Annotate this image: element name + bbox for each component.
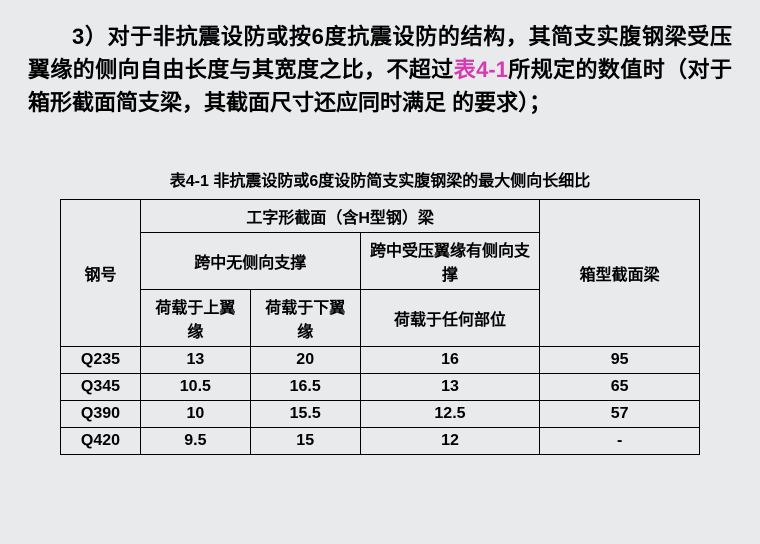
th-load-top: 荷载于上翼缘 <box>140 290 250 347</box>
cell-box: - <box>540 428 700 455</box>
cell-steel: Q420 <box>61 428 141 455</box>
para-prefix: 3） <box>72 24 108 49</box>
cell-top: 10.5 <box>140 374 250 401</box>
cell-steel: Q390 <box>61 401 141 428</box>
table-title-prefix: 表4-1 <box>170 173 214 190</box>
table-header-row-1: 钢号 工字形截面（含H型钢）梁 箱型截面梁 <box>61 200 700 233</box>
th-box: 箱型截面梁 <box>540 200 700 347</box>
cell-steel: Q235 <box>61 347 141 374</box>
table-body: Q235 13 20 16 95 Q345 10.5 16.5 13 65 Q3… <box>61 347 700 455</box>
cell-bottom: 16.5 <box>250 374 360 401</box>
th-no-lateral: 跨中无侧向支撑 <box>140 233 360 290</box>
table-row: Q235 13 20 16 95 <box>61 347 700 374</box>
th-ibeam: 工字形截面（含H型钢）梁 <box>140 200 539 233</box>
cell-steel: Q345 <box>61 374 141 401</box>
table-row: Q420 9.5 15 12 - <box>61 428 700 455</box>
th-load-any: 荷载于任何部位 <box>360 290 540 347</box>
slenderness-table: 钢号 工字形截面（含H型钢）梁 箱型截面梁 跨中无侧向支撑 跨中受压翼缘有侧向支… <box>60 199 700 455</box>
cell-top: 9.5 <box>140 428 250 455</box>
table-title: 表4-1 非抗震设防或6度设防简支实腹钢梁的最大侧向长细比 <box>28 167 732 191</box>
cell-top: 13 <box>140 347 250 374</box>
th-lateral: 跨中受压翼缘有侧向支撑 <box>360 233 540 290</box>
cell-any: 13 <box>360 374 540 401</box>
table-row: Q390 10 15.5 12.5 57 <box>61 401 700 428</box>
cell-any: 12 <box>360 428 540 455</box>
cell-any: 12.5 <box>360 401 540 428</box>
cell-top: 10 <box>140 401 250 428</box>
cell-bottom: 20 <box>250 347 360 374</box>
cell-any: 16 <box>360 347 540 374</box>
para-part1: 对于非抗震设防或按 <box>108 24 312 49</box>
cell-box: 57 <box>540 401 700 428</box>
table-row: Q345 10.5 16.5 13 65 <box>61 374 700 401</box>
cell-bottom: 15 <box>250 428 360 455</box>
table-title-rest: 非抗震设防或6度设防简支实腹钢梁的最大侧向长细比 <box>213 173 590 190</box>
cell-bottom: 15.5 <box>250 401 360 428</box>
para-bold6: 6 <box>312 24 324 49</box>
cell-box: 65 <box>540 374 700 401</box>
table-ref-link: 表4-1 <box>454 57 508 82</box>
th-steel: 钢号 <box>61 200 141 347</box>
th-load-bottom: 荷载于下翼缘 <box>250 290 360 347</box>
intro-paragraph: 3）对于非抗震设防或按6度抗震设防的结构，其简支实腹钢梁受压翼缘的侧向自由长度与… <box>28 20 732 119</box>
cell-box: 95 <box>540 347 700 374</box>
